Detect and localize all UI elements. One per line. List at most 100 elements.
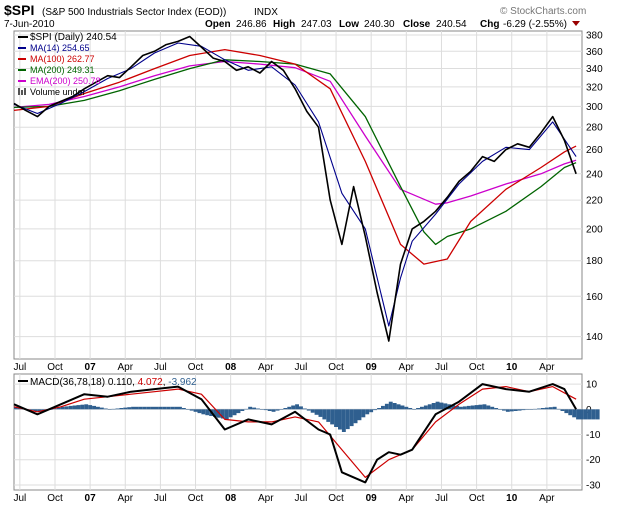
macd-histogram-bar [377, 408, 381, 410]
macd-histogram-bar [521, 409, 526, 411]
macd-histogram-bar [533, 408, 538, 410]
macd-x-tick-label: Apr [399, 493, 415, 504]
price-x-tick-label: Jul [154, 362, 167, 373]
macd-x-tick-label: Apr [117, 493, 133, 504]
macd-histogram-bar [131, 406, 135, 410]
macd-histogram-bar [295, 404, 299, 410]
macd-x-tick-label: 09 [366, 493, 378, 504]
macd-histogram-bar [170, 406, 175, 410]
chg-value: -6.29 (-2.55%) [503, 19, 567, 30]
high-label: High [273, 19, 295, 30]
chart-date: 7-Jun-2010 [4, 19, 55, 30]
price-x-tick-label: Jul [435, 362, 448, 373]
macd-histogram-bar [56, 407, 61, 410]
macd-y-tick-label: 10 [586, 380, 598, 391]
macd-histogram-bar [505, 409, 510, 412]
macd-histogram-bar [127, 407, 132, 410]
price-x-tick-label: Apr [117, 362, 133, 373]
macd-histogram-bar [322, 409, 327, 420]
legend-entry: EMA(200) 250.78 [30, 76, 101, 86]
price-x-tick-label: Oct [328, 362, 344, 373]
macd-histogram-bar [404, 406, 409, 410]
macd-histogram-bar [459, 406, 463, 410]
macd-histogram-bar [591, 409, 596, 420]
macd-histogram-bar [451, 405, 456, 410]
price-x-tick-label: Oct [188, 362, 204, 373]
price-x-tick-label: 07 [85, 362, 97, 373]
macd-histogram-bar [68, 405, 73, 410]
macd-histogram-bar [158, 406, 163, 410]
macd-x-tick-label: Jul [295, 493, 308, 504]
price-panel: 140160180200220240260280300320340360380 … [13, 30, 603, 360]
price-y-tick-label: 140 [586, 332, 603, 343]
macd-histogram-bar [318, 409, 323, 417]
macd-histogram-bar [53, 408, 57, 410]
macd-histogram-bar [572, 409, 577, 418]
macd-histogram-bar [408, 408, 413, 410]
macd-histogram-bar [224, 409, 229, 420]
price-y-tick-label: 300 [586, 102, 603, 113]
macd-histogram-bar [443, 403, 448, 410]
macd-histogram-bar [353, 409, 358, 424]
macd-histogram-bar [365, 409, 370, 415]
macd-histogram-bar [420, 406, 424, 410]
macd-histogram-bar [84, 404, 89, 410]
macd-histogram-bar [14, 406, 18, 410]
macd-histogram-bar [115, 408, 120, 410]
legend-swatch-volume [18, 88, 20, 95]
macd-histogram-bar [287, 406, 292, 410]
macd-histogram-bar [326, 409, 331, 422]
macd-histogram-bar [256, 408, 260, 410]
macd-histogram-bar [220, 409, 225, 419]
price-y-tick-label: 260 [586, 145, 603, 156]
macd-histogram-bar [338, 409, 342, 430]
low-label: Low [339, 19, 359, 30]
legend-entry: MA(200) 249.31 [30, 65, 95, 75]
macd-histogram-bar [345, 409, 350, 430]
macd-x-tick-label: Oct [188, 493, 204, 504]
macd-histogram-bar [349, 409, 354, 427]
price-series-line-2 [13, 48, 577, 265]
macd-histogram-bar [392, 403, 397, 410]
macd-histogram-bar [99, 407, 104, 410]
price-y-tick-label: 360 [586, 47, 603, 58]
macd-histogram-bar [185, 409, 190, 410]
macd-histogram-bar [369, 409, 374, 413]
macd-histogram-bar [37, 409, 42, 412]
macd-histogram-bar [373, 409, 377, 411]
price-y-axis: 140 160 180 200 220 240 260 280 300 320 340 360 380 [586, 30, 603, 343]
macd-legend-part: MACD(36,78,18) [30, 377, 105, 388]
chart-index-name: (S&P 500 Industrials Sector Index (EOD)) [42, 7, 226, 18]
macd-line [13, 383, 577, 484]
macd-histogram-bar [135, 406, 139, 410]
macd-histogram-bar [517, 409, 522, 411]
macd-histogram-bar [341, 409, 346, 432]
macd-histogram-bar [427, 404, 432, 410]
macd-histogram-bar [178, 406, 182, 410]
price-x-tick-label: 09 [366, 362, 378, 373]
low-value: 240.30 [364, 19, 395, 30]
macd-histogram-bar [33, 409, 38, 411]
macd-histogram-bar [490, 406, 495, 410]
price-x-tick-label: Jul [295, 362, 308, 373]
high-value: 247.03 [301, 19, 332, 30]
chart-exchange: INDX [254, 7, 278, 18]
macd-histogram-bar [412, 409, 417, 410]
price-series-line-0 [13, 35, 577, 342]
macd-histogram-bar [236, 409, 241, 414]
macd-histogram-bar [76, 405, 81, 410]
macd-histogram-bar [80, 404, 85, 410]
macd-x-tick-label: Jul [154, 493, 167, 504]
macd-histogram-bar [396, 404, 401, 410]
macd-histogram-bar [162, 406, 167, 410]
down-arrow-icon [572, 21, 580, 26]
macd-histogram-bar [361, 409, 366, 418]
price-y-tick-label: 380 [586, 30, 603, 41]
legend-entry: MA(14) 254.65 [30, 43, 90, 53]
macd-histogram-bar [330, 409, 335, 425]
price-y-tick-label: 160 [586, 292, 603, 303]
price-x-tick-label: Apr [399, 362, 415, 373]
price-x-tick-label: Oct [47, 362, 63, 373]
open-value: 246.86 [236, 19, 267, 30]
macd-histogram-bar [181, 408, 186, 410]
